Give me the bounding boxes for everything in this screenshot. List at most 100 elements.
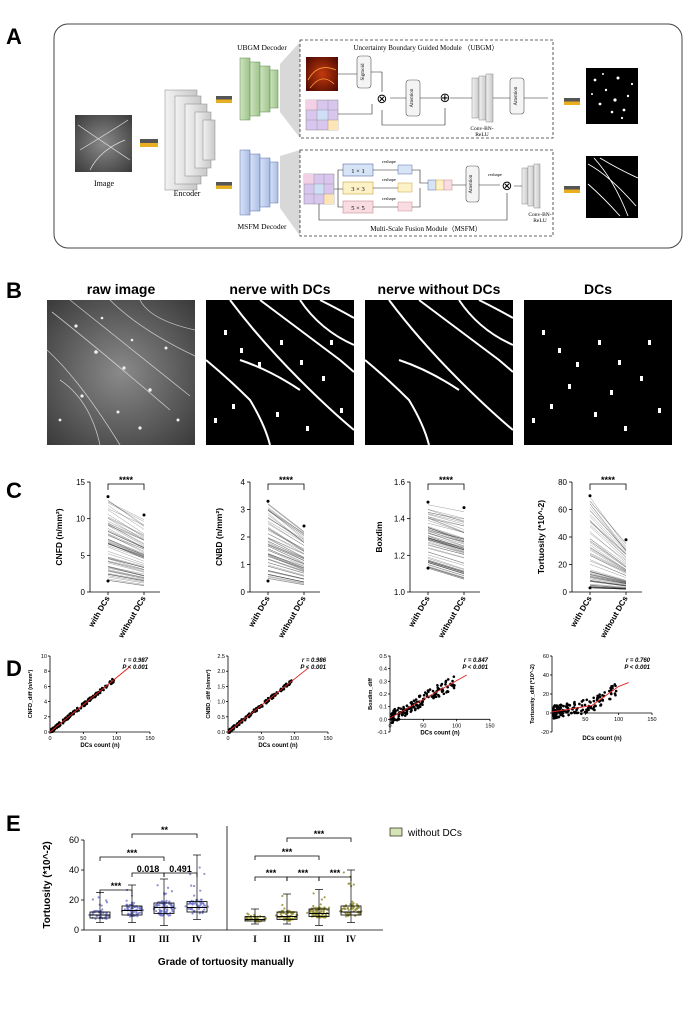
- significance-label: ****: [119, 475, 134, 485]
- paired-line: [267, 570, 305, 580]
- scatter-point: [589, 701, 592, 704]
- paired-line: [589, 547, 627, 571]
- max-point-with: [106, 495, 110, 499]
- scatter-point: [282, 687, 286, 691]
- x-tick-label: 0: [388, 723, 391, 729]
- kernel-3x3: 3 × 3: [351, 186, 364, 193]
- bracket-left-4-label: 0.018: [137, 864, 160, 874]
- reshape-label-1: reshape: [382, 159, 396, 164]
- msfm-output-nerves: [586, 156, 639, 218]
- y-tick-label: 1.4: [394, 515, 406, 524]
- swarm-point: [312, 913, 315, 917]
- swarm-point: [171, 910, 174, 913]
- scatter-point: [601, 694, 604, 697]
- paired-line: [589, 553, 627, 573]
- scatter-point: [444, 679, 448, 683]
- y-tick-label: 0.3: [379, 679, 387, 685]
- x-tick-label-I: I: [98, 934, 102, 944]
- scatter-point: [392, 710, 395, 713]
- paired-line: [267, 564, 305, 576]
- x-tick-label: 50: [80, 736, 86, 742]
- regression-line: [389, 674, 467, 719]
- swarm-point: [351, 903, 354, 906]
- x-tick-label: 50: [258, 736, 264, 742]
- paired-line: [589, 587, 627, 590]
- swarm-point: [346, 906, 350, 910]
- paired-line: [267, 516, 305, 543]
- y-tick-label: 60: [69, 835, 79, 845]
- swarm-point: [141, 909, 145, 912]
- swarm-point: [158, 908, 161, 911]
- x-tick-label-II: II: [128, 934, 136, 944]
- scatter-point: [401, 713, 404, 717]
- paired-line: [589, 578, 627, 585]
- paired-line: [267, 562, 305, 574]
- x-axis-title: DCs count (n): [582, 736, 621, 742]
- paired-line: [107, 531, 145, 548]
- y-tick-label: 0: [563, 588, 568, 597]
- swarm-point: [201, 911, 204, 915]
- paired-line: [267, 537, 305, 554]
- x-tick-label: 100: [112, 736, 121, 742]
- ubgm-output-dcs: [586, 68, 638, 124]
- paired-line: [107, 545, 145, 559]
- x-tick-label: with DCs: [86, 594, 112, 629]
- paired-line: [107, 570, 145, 579]
- paired-line: [589, 576, 627, 584]
- swarm-point: [246, 912, 249, 915]
- paired-line: [107, 573, 145, 580]
- paired-line: [267, 559, 305, 573]
- scatter-point: [555, 716, 559, 719]
- scatter-point: [552, 708, 556, 712]
- feature-cube-msfm: [303, 173, 335, 205]
- y-tick-label: 20: [69, 895, 79, 905]
- scatter-points: [390, 675, 456, 724]
- paired-line: [107, 517, 145, 536]
- scatter-point: [552, 714, 556, 717]
- swarm-point: [314, 909, 318, 912]
- paired-line: [589, 531, 627, 563]
- x-tick-label: 150: [485, 723, 494, 729]
- swarm-point: [187, 907, 190, 910]
- scatter-point: [585, 711, 588, 714]
- paired-line: [589, 579, 627, 586]
- y-tick-label: 2.0: [217, 669, 225, 675]
- scatter-point: [589, 706, 593, 710]
- paired-line: [427, 516, 465, 530]
- x-tick-label-I: I: [253, 934, 257, 944]
- swarm-point: [203, 908, 206, 911]
- scatter-point: [414, 703, 418, 707]
- paired-line: [589, 570, 627, 582]
- y-axis-title: CNFD (n/mm²): [54, 508, 64, 565]
- paired-line: [427, 547, 465, 558]
- swarm-point: [203, 904, 207, 907]
- paired-line: [589, 526, 627, 560]
- paired-line: [107, 571, 145, 580]
- paired-line: [589, 571, 627, 582]
- paired-line: [427, 520, 465, 533]
- x-tick-label-II: II: [283, 934, 291, 944]
- swarm-point: [99, 912, 103, 915]
- scatter-point: [413, 708, 417, 712]
- scatter-point: [592, 696, 595, 700]
- paired-line: [107, 573, 145, 582]
- swarm-point: [156, 884, 159, 887]
- x-tick-label: without DCs: [276, 594, 308, 640]
- x-tick-label-IV: IV: [346, 934, 357, 944]
- paired-line: [107, 505, 145, 530]
- swarm-point: [306, 911, 309, 914]
- paired-line: [107, 551, 145, 564]
- scatter-point: [444, 683, 447, 686]
- paired-line: [107, 528, 145, 548]
- max-point-without: [462, 506, 466, 510]
- paired-line: [267, 571, 305, 580]
- paired-line: [589, 497, 627, 548]
- y-tick-label: 0.5: [217, 715, 225, 721]
- swarm-point: [198, 866, 201, 869]
- swarm-point: [355, 903, 358, 906]
- bracket-right-2: [254, 855, 320, 860]
- swarm-point: [256, 917, 259, 920]
- paired-line: [427, 528, 465, 543]
- x-tick-label: 150: [647, 717, 656, 723]
- paired-line: [427, 512, 465, 521]
